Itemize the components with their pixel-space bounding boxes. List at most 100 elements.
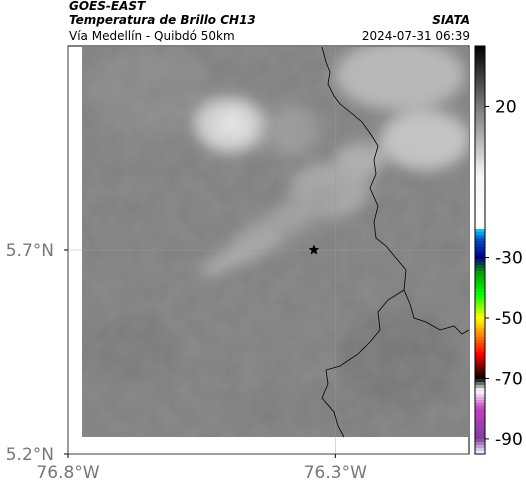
colorbar-band-72 — [475, 262, 485, 266]
colorbar-band-90 — [475, 316, 485, 320]
colorbar-band-20 — [475, 106, 485, 110]
colorbar-band-15 — [475, 91, 485, 95]
colorbar-band-126 — [475, 424, 485, 428]
colorbar-band-47 — [475, 187, 485, 191]
colorbar-band-14 — [475, 88, 485, 92]
colorbar-band-44 — [475, 178, 485, 182]
colorbar-band-56 — [475, 214, 485, 218]
source-label: SIATA — [432, 13, 470, 27]
colorbar-band-11 — [475, 79, 485, 83]
colorbar-band-54 — [475, 208, 485, 212]
colorbar-band-87 — [475, 307, 485, 311]
colorbar-band-104 — [475, 358, 485, 362]
colorbar-band-124 — [475, 418, 485, 422]
colorbar-tick-label-4: -90 — [495, 430, 523, 450]
colorbar-band-100 — [475, 346, 485, 350]
colorbar-band-98 — [475, 340, 485, 344]
colorbar-band-116 — [475, 394, 485, 398]
colorbar-band-58 — [475, 220, 485, 224]
colorbar-band-21 — [475, 109, 485, 113]
colorbar-band-106 — [475, 364, 485, 368]
colorbar-band-80 — [475, 286, 485, 290]
timestamp: 2024-07-31 06:39 — [361, 29, 470, 43]
colorbar-band-18 — [475, 100, 485, 104]
colorbar-band-22 — [475, 112, 485, 116]
colorbar-band-42 — [475, 172, 485, 176]
colorbar-band-85 — [475, 301, 485, 305]
colorbar-band-57 — [475, 217, 485, 221]
colorbar-band-86 — [475, 304, 485, 308]
colorbar-band-40 — [475, 166, 485, 170]
colorbar-band-127 — [475, 427, 485, 431]
colorbar-band-5 — [475, 61, 485, 65]
colorbar-band-63 — [475, 235, 485, 239]
colorbar-band-49 — [475, 193, 485, 197]
colorbar-band-43 — [475, 175, 485, 179]
colorbar-tick-label-1: -30 — [495, 249, 523, 269]
colorbar-band-82 — [475, 292, 485, 296]
colorbar-band-125 — [475, 421, 485, 425]
colorbar-band-7 — [475, 67, 485, 71]
colorbar-band-70 — [475, 256, 485, 260]
location-marker-icon — [308, 244, 320, 255]
colorbar-band-92 — [475, 322, 485, 326]
colorbar-band-12 — [475, 82, 485, 86]
colorbar-band-24 — [475, 118, 485, 122]
colorbar-band-60 — [475, 226, 485, 230]
colorbar-band-108 — [475, 370, 485, 374]
colorbar-band-32 — [475, 142, 485, 146]
colorbar-band-16 — [475, 94, 485, 98]
colorbar-band-59 — [475, 223, 485, 227]
colorbar-band-119 — [475, 403, 485, 407]
colorbar-band-4 — [475, 58, 485, 62]
colorbar-band-39 — [475, 163, 485, 167]
colorbar-band-130 — [475, 436, 485, 440]
colorbar-band-0 — [475, 46, 485, 50]
colorbar-band-50 — [475, 196, 485, 200]
colorbar-band-129 — [475, 433, 485, 437]
product-title: Temperatura de Brillo CH13 — [69, 13, 256, 27]
colorbar-band-107 — [475, 367, 485, 371]
colorbar-band-25 — [475, 121, 485, 125]
colorbar-band-134 — [475, 448, 485, 452]
colorbar-band-1 — [475, 49, 485, 53]
colorbar-band-96 — [475, 334, 485, 338]
colorbar-band-33 — [475, 145, 485, 149]
colorbar-band-112 — [475, 382, 485, 386]
colorbar-band-74 — [475, 268, 485, 272]
colorbar-band-30 — [475, 136, 485, 140]
colorbar-band-120 — [475, 406, 485, 410]
latitude-tick-labels: 5.7°N 5.2°N — [6, 241, 68, 465]
department-border — [321, 46, 407, 438]
colorbar-tick-label-0: 20 — [495, 97, 517, 117]
colorbar-band-9 — [475, 73, 485, 77]
colorbar-band-45 — [475, 181, 485, 185]
colorbar-band-114 — [475, 388, 485, 392]
colorbar-tick-label-3: -70 — [495, 369, 523, 389]
colorbar-band-34 — [475, 148, 485, 152]
colorbar-band-66 — [475, 244, 485, 248]
satellite-name: GOES-EAST — [69, 0, 146, 13]
colorbar-band-55 — [475, 211, 485, 215]
colorbar-tick-label-2: -50 — [495, 309, 523, 329]
colorbar-band-88 — [475, 310, 485, 314]
colorbar-band-84 — [475, 298, 485, 302]
colorbar-band-27 — [475, 127, 485, 131]
colorbar-band-76 — [475, 274, 485, 278]
colorbar-band-105 — [475, 361, 485, 365]
brightness-temperature-field — [82, 47, 469, 437]
colorbar-band-64 — [475, 238, 485, 242]
colorbar-band-75 — [475, 271, 485, 275]
colorbar: 20 -30 -50 -70 -90 — [474, 45, 523, 455]
colorbar-frame — [474, 45, 486, 455]
colorbar-band-110 — [475, 376, 485, 380]
longitude-tick-labels: 76.8°W 76.3°W — [36, 454, 367, 483]
y-tick-label-0: 5.7°N — [6, 241, 54, 261]
colorbar-band-102 — [475, 352, 485, 356]
colorbar-band-65 — [475, 241, 485, 245]
colorbar-band-77 — [475, 277, 485, 281]
colorbar-band-23 — [475, 115, 485, 119]
colorbar-band-91 — [475, 319, 485, 323]
colorbar-band-135 — [475, 451, 485, 455]
